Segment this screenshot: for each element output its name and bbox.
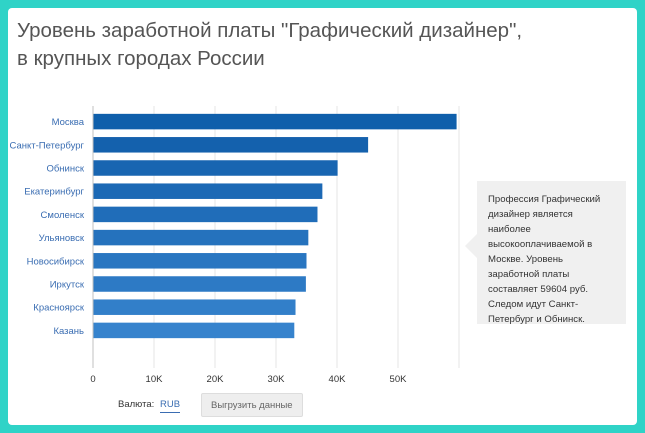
currency-label: Валюта: — [118, 399, 155, 410]
tick-labels: 0 10K 20K 30K 40K 50K — [90, 374, 407, 385]
bar-0[interactable] — [93, 113, 457, 130]
bar-5[interactable] — [93, 229, 309, 246]
bar-9[interactable] — [93, 322, 295, 339]
x-tick-label: 30K — [268, 374, 286, 385]
bars — [93, 113, 457, 339]
category-label: Смоленск — [41, 210, 85, 221]
x-tick-label: 0 — [90, 374, 95, 385]
bar-1[interactable] — [93, 137, 369, 153]
bar-8[interactable] — [93, 299, 296, 315]
category-labels: Москва Санкт-Петербург Обнинск Екатеринбург… — [9, 117, 84, 337]
chart-title: Уровень заработной платы "Графический ди… — [17, 19, 523, 70]
category-label: Новосибирск — [27, 256, 85, 267]
x-tick-label: 20K — [207, 374, 225, 385]
bar-4[interactable] — [93, 206, 318, 223]
bar-6[interactable] — [93, 253, 307, 269]
bar-2[interactable] — [93, 160, 338, 176]
category-label: Иркутск — [50, 280, 85, 291]
x-tick-label: 10K — [146, 374, 164, 385]
category-label: Казань — [53, 326, 84, 337]
x-tick-label: 50K — [390, 374, 408, 385]
category-label: Обнинск — [46, 164, 84, 175]
callout-arrow — [465, 234, 477, 258]
bar-3[interactable] — [93, 183, 323, 199]
currency-selector[interactable]: RUB — [160, 399, 181, 413]
category-label: Москва — [52, 117, 85, 128]
category-label: Екатеринбург — [24, 187, 84, 198]
export-data-button[interactable]: Выгрузить данные — [201, 393, 303, 417]
x-tick-label: 40K — [329, 374, 347, 385]
callout-box: Профессия Графический дизайнер является … — [477, 181, 626, 325]
category-label: Ульяновск — [39, 233, 85, 244]
category-label: Санкт-Петербург — [9, 140, 84, 151]
bar-7[interactable] — [93, 276, 306, 292]
category-label: Красноярск — [33, 303, 85, 314]
